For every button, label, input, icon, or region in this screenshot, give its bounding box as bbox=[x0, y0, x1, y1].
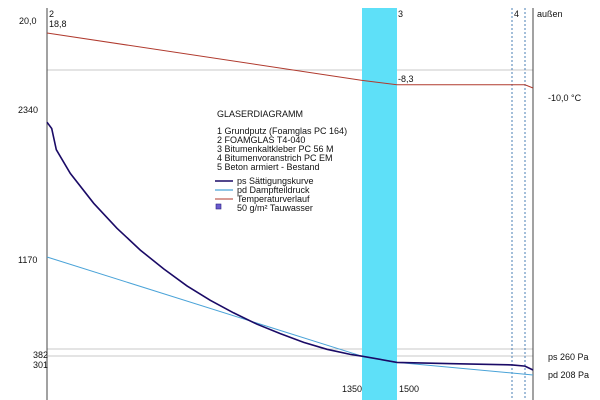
outside-label: außen bbox=[537, 9, 563, 19]
layer-item-1: 1 Grundputz (Foamglas PC 164) bbox=[217, 126, 347, 136]
layer-number-2: 2 bbox=[49, 9, 54, 19]
condensation-zone bbox=[362, 8, 397, 400]
x-label-1350: 1350 bbox=[342, 384, 362, 394]
layer-item-3: 3 Bitumenkaltkleber PC 56 M bbox=[217, 144, 334, 154]
y-label-2340: 2340 bbox=[18, 105, 38, 115]
layer-item-2: 2 FOAMGLAS T4-040 bbox=[217, 135, 305, 145]
series bbox=[46, 32, 534, 376]
series-ps bbox=[46, 121, 534, 371]
layer-item-5: 5 Beton armiert - Bestand bbox=[217, 162, 320, 172]
y-label-temp-20: 20,0 bbox=[19, 16, 37, 26]
y-label-382: 382 bbox=[33, 350, 48, 360]
x-label-1500: 1500 bbox=[399, 384, 419, 394]
temp-label-inner: 18,8 bbox=[49, 19, 67, 29]
y-axis-labels: 20,0 2340 1170 382 301 bbox=[18, 16, 48, 370]
ps-end-label: ps 260 Pa bbox=[548, 352, 589, 362]
legend-tau-label: 50 g/m² Tauwasser bbox=[237, 203, 313, 213]
chart-title: GLASERDIAGRAMM bbox=[217, 109, 303, 119]
legend-ps-label: ps Sättigungskurve bbox=[237, 176, 314, 186]
legend-pd-label: pd Dampfteildruck bbox=[237, 185, 310, 195]
series-temperature bbox=[46, 32, 534, 89]
layer-item-4: 4 Bitumenvoranstrich PC EM bbox=[217, 153, 333, 163]
layer-number-4: 4 bbox=[514, 9, 519, 19]
layer-number-labels: 2 3 4 außen bbox=[49, 9, 563, 19]
temp-label-interface: -8,3 bbox=[398, 74, 414, 84]
legend-temp-label: Temperaturverlauf bbox=[237, 194, 310, 204]
pd-end-label: pd 208 Pa bbox=[548, 370, 589, 380]
y-label-301: 301 bbox=[33, 360, 48, 370]
series-pd bbox=[46, 256, 534, 376]
layer-number-3: 3 bbox=[398, 9, 403, 19]
layer-boundaries bbox=[46, 8, 534, 400]
info-box: GLASERDIAGRAMM 1 Grundputz (Foamglas PC … bbox=[215, 109, 347, 213]
y-label-1170: 1170 bbox=[18, 255, 37, 265]
temp-label-outside: -10,0 °C bbox=[548, 93, 582, 103]
legend-tau-marker bbox=[215, 203, 222, 210]
